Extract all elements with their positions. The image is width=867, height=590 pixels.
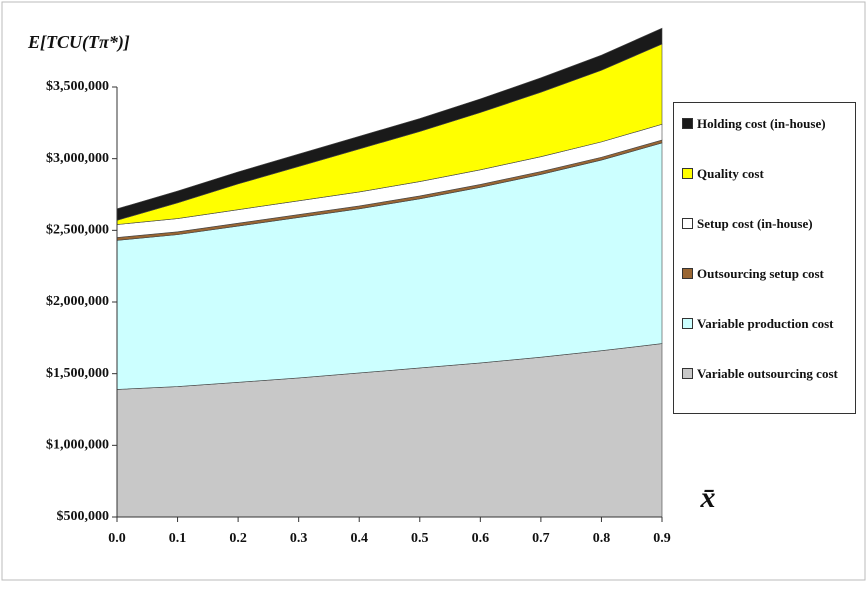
area (116, 27, 663, 221)
y-tick-label: $1,500,000 (46, 366, 109, 381)
legend-swatch (682, 118, 693, 129)
y-tick-label: $2,000,000 (46, 294, 109, 309)
legend-label: Setup cost (in-house) (697, 216, 813, 231)
legend-label: Quality cost (697, 166, 764, 181)
legend-swatch (682, 368, 693, 379)
y-tick-label: $1,000,000 (46, 438, 109, 453)
x-tick-label: 0.7 (532, 531, 550, 546)
x-tick-label: 0.9 (653, 531, 671, 546)
chart-title: E[TCU(Tπ*)] (27, 32, 130, 53)
legend-swatch (682, 318, 693, 329)
legend-item: Setup cost (in-house) (682, 215, 850, 232)
legend-label: Outsourcing setup cost (697, 266, 824, 281)
legend-label: Variable production cost (697, 316, 834, 331)
x-tick-label: 0.4 (350, 531, 368, 546)
legend: Holding cost (in-house) Quality cost Setup… (673, 102, 856, 414)
x-tick-label: 0.3 (290, 531, 308, 546)
y-tick-label: $3,500,000 (46, 79, 109, 94)
x-tick-label: 0.0 (108, 531, 126, 546)
legend-swatch (682, 268, 693, 279)
legend-label: Variable outsourcing cost (697, 366, 838, 381)
x-tick-label: 0.6 (472, 531, 490, 546)
x-axis-label: x̄ (700, 481, 716, 514)
y-tick-label: $3,000,000 (46, 151, 109, 166)
x-tick-label: 0.2 (229, 531, 247, 546)
legend-item: Quality cost (682, 165, 850, 182)
x-tick-label: 0.5 (411, 531, 429, 546)
legend-item: Outsourcing setup cost (682, 265, 850, 282)
legend-item: Variable production cost (682, 315, 850, 332)
legend-item: Variable outsourcing cost (682, 365, 850, 382)
legend-label: Holding cost (in-house) (697, 116, 826, 131)
legend-swatch (682, 218, 693, 229)
areas (116, 27, 663, 518)
legend-item: Holding cost (in-house) (682, 115, 850, 132)
y-tick-label: $2,500,000 (46, 223, 109, 238)
x-tick-label: 0.1 (169, 531, 187, 546)
y-tick-label: $500,000 (57, 509, 110, 524)
legend-swatch (682, 168, 693, 179)
x-tick-label: 0.8 (593, 531, 611, 546)
